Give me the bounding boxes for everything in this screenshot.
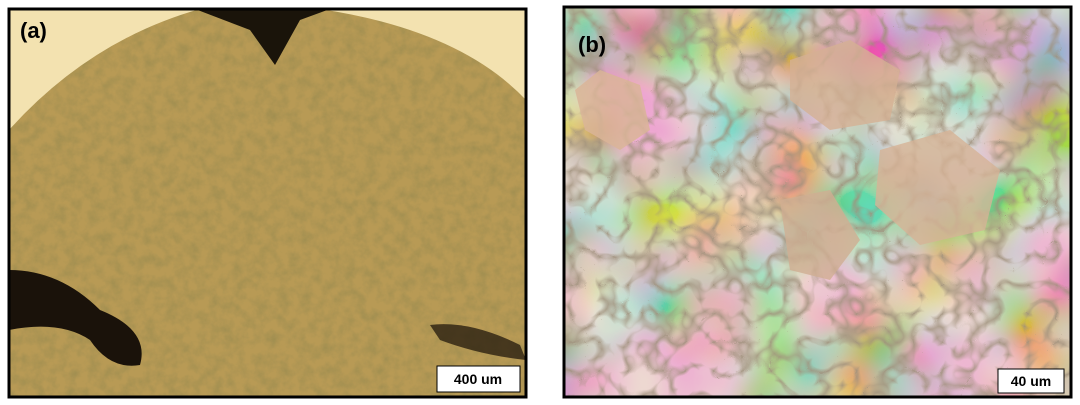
scale-bar-text: 400 um [454,371,502,387]
micrograph-a [9,9,526,397]
panel-label: (a) [20,18,47,43]
micrograph-b [564,7,1071,397]
figure: (a) 400 um (b) 40 um [0,0,1080,405]
panel-label: (b) [578,32,606,57]
scale-bar-text: 40 um [1011,373,1051,389]
page: (a) 400 um (b) 40 um (() => { const data… [0,0,1080,405]
